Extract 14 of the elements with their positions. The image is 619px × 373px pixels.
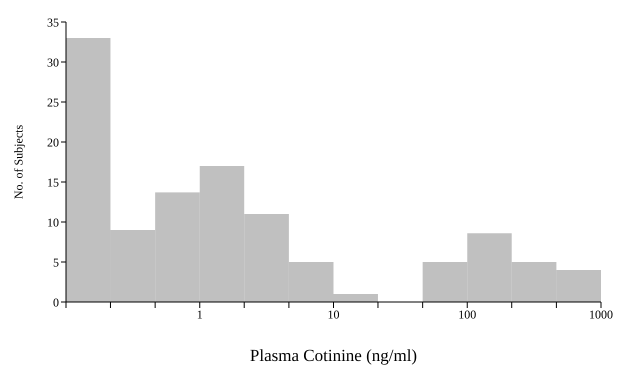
y-tick-label: 35 [47, 15, 59, 30]
x-axis-title: Plasma Cotinine (ng/ml) [250, 346, 418, 365]
y-axis-title: No. of Subjects [11, 124, 26, 200]
x-tick-label: 10 [328, 308, 340, 322]
y-tick-label: 20 [47, 135, 59, 150]
y-tick-label: 25 [47, 95, 59, 110]
x-tick-label: 1 [196, 308, 203, 322]
y-tick-label: 5 [53, 255, 59, 270]
y-tick-label: 10 [47, 215, 59, 230]
y-tick-label: 30 [47, 55, 59, 70]
x-tick-label: 100 [458, 308, 476, 322]
x-tick-label: 1000 [589, 308, 613, 322]
y-tick-label: 15 [47, 175, 59, 190]
y-tick-label: 0 [53, 295, 59, 310]
